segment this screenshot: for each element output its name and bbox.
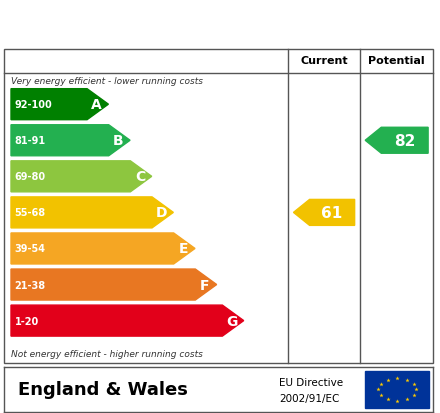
- Text: A: A: [91, 98, 102, 112]
- Polygon shape: [11, 90, 108, 121]
- Text: 2002/91/EC: 2002/91/EC: [279, 393, 340, 403]
- Polygon shape: [11, 233, 195, 264]
- Text: 1-20: 1-20: [15, 316, 39, 326]
- Text: Not energy efficient - higher running costs: Not energy efficient - higher running co…: [11, 349, 203, 358]
- Polygon shape: [11, 126, 130, 157]
- Polygon shape: [11, 161, 152, 192]
- Text: D: D: [156, 206, 167, 220]
- Text: Very energy efficient - lower running costs: Very energy efficient - lower running co…: [11, 77, 203, 85]
- Text: Current: Current: [300, 56, 348, 66]
- Text: 55-68: 55-68: [15, 208, 46, 218]
- Text: 21-38: 21-38: [15, 280, 46, 290]
- Polygon shape: [11, 197, 173, 228]
- Text: 82: 82: [394, 133, 415, 148]
- Text: F: F: [200, 278, 210, 292]
- Text: Energy Efficiency Rating: Energy Efficiency Rating: [13, 14, 320, 33]
- Text: 92-100: 92-100: [15, 100, 52, 110]
- Text: G: G: [226, 314, 238, 328]
- Text: England & Wales: England & Wales: [18, 380, 187, 399]
- Text: EU Directive: EU Directive: [279, 377, 344, 387]
- Text: 81-91: 81-91: [15, 136, 46, 146]
- Polygon shape: [11, 305, 244, 336]
- Polygon shape: [365, 128, 428, 154]
- Text: B: B: [113, 134, 124, 148]
- Polygon shape: [11, 269, 216, 300]
- Bar: [365, 370, 429, 408]
- Text: E: E: [179, 242, 188, 256]
- Text: C: C: [135, 170, 145, 184]
- Text: 39-54: 39-54: [15, 244, 45, 254]
- Text: 61: 61: [322, 205, 343, 221]
- Text: 69-80: 69-80: [15, 172, 46, 182]
- Text: Potential: Potential: [368, 56, 425, 66]
- Polygon shape: [293, 200, 355, 226]
